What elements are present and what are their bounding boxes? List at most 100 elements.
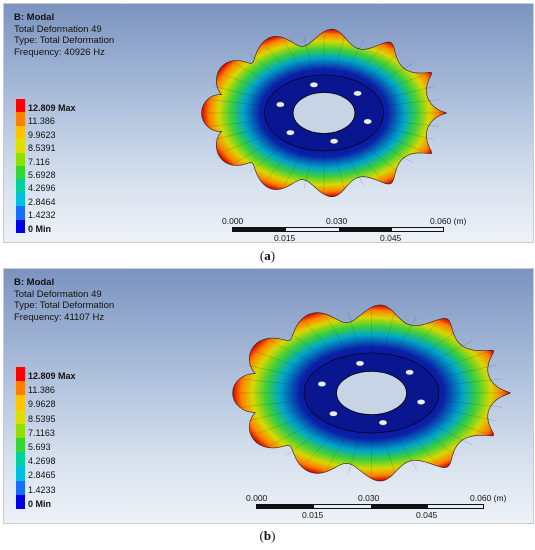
figure-caption-b: (b): [259, 528, 276, 543]
result-type: Type: Total Deformation: [14, 300, 115, 311]
result-info: B: Modal Total Deformation 49 Type: Tota…: [14, 12, 114, 58]
legend-label: 8.5391: [28, 143, 56, 154]
mesh-line: [380, 312, 395, 360]
mesh-line: [418, 409, 487, 434]
scale-segment: [371, 505, 428, 508]
mesh-line: [347, 140, 383, 181]
mesh-line: [389, 316, 417, 362]
deformed-mesh-model[interactable]: [224, 289, 519, 489]
scale-label: 0.015: [302, 510, 324, 520]
legend-label: 2.8464: [28, 196, 56, 207]
scale-segment: [233, 228, 286, 231]
result-info: B: Modal Total Deformation 49 Type: Tota…: [14, 277, 114, 323]
figure-caption-a: (a): [259, 248, 276, 263]
legend-swatch: [16, 381, 25, 396]
mesh-line: [413, 414, 473, 446]
legend-swatch: [16, 466, 25, 481]
bolt-hole: [329, 410, 338, 417]
mesh-line: [354, 137, 400, 173]
bolt-hole: [317, 381, 327, 387]
bolt-hole: [276, 101, 285, 108]
viewport-panel-a[interactable]: B: Modal Total Deformation 49 Type: Tota…: [3, 3, 534, 243]
legend-swatch: [16, 395, 25, 410]
legend-swatch: [16, 409, 25, 424]
legend-label: 9.9623: [28, 129, 56, 140]
legend-swatch: [16, 99, 25, 113]
result-frequency: Frequency: 40926 Hz: [14, 46, 105, 58]
legend-label: 12.809 Max: [28, 103, 76, 113]
mesh-line: [348, 426, 363, 474]
mesh-line: [286, 330, 337, 368]
bolt-hole: [405, 369, 414, 376]
legend-swatch: [16, 206, 25, 220]
mesh-line: [234, 63, 288, 93]
mesh-line: [354, 53, 400, 89]
bolt-hole: [363, 118, 372, 125]
scale-label: 0.045: [380, 233, 402, 243]
legend-label: 4.2696: [28, 183, 56, 194]
legend-swatch: [16, 179, 25, 193]
legend-label: 1.4233: [28, 484, 56, 495]
mesh-line: [340, 142, 365, 186]
legend-label: 4.2698: [28, 456, 56, 467]
scale-label: 0.030: [326, 216, 348, 226]
legend-label: 7.116: [28, 156, 50, 167]
mesh-line: [303, 36, 316, 82]
bolt-hole: [355, 360, 365, 367]
legend-swatch: [16, 139, 25, 153]
mesh-line: [406, 330, 457, 368]
legend-swatch: [16, 367, 25, 382]
legend-swatch: [16, 437, 25, 453]
mesh-line: [398, 421, 438, 464]
bolt-hole: [309, 82, 319, 88]
mesh-line: [283, 40, 308, 84]
legend-label: 7.1163: [28, 427, 55, 438]
mesh-line: [283, 142, 308, 186]
mesh-line: [265, 140, 301, 181]
mesh-line: [348, 312, 363, 360]
scale-label: 0.045: [416, 510, 438, 520]
mesh-line: [398, 322, 438, 365]
mesh-line: [270, 414, 330, 446]
result-name: Total Deformation 49: [14, 23, 102, 35]
legend-swatch: [16, 192, 25, 207]
scale-label: 0.015: [274, 233, 296, 243]
mesh-line: [365, 74, 426, 98]
result-type: Type: Total Deformation: [14, 35, 115, 46]
legend-label: 1.4232: [28, 210, 56, 221]
mesh-line: [326, 316, 354, 362]
legend-label: 0 Min: [28, 223, 52, 234]
bolt-hole: [378, 419, 388, 426]
legend-swatch: [16, 165, 25, 180]
mesh-line: [340, 40, 365, 84]
mesh-line: [360, 63, 414, 93]
mesh-line: [389, 424, 417, 470]
legend-swatch: [16, 480, 25, 495]
scale-bar: 0.000 0.030 0.060 (m) 0.015 0.045: [222, 216, 472, 243]
legend-label: 12.809 Max: [28, 371, 76, 381]
bolt-hole: [353, 90, 362, 97]
bolt-hole: [286, 129, 295, 136]
legend-swatch: [16, 494, 25, 509]
mesh-line: [222, 74, 283, 98]
scale-segment: [257, 505, 314, 508]
mesh-line: [347, 45, 383, 86]
mesh-line: [360, 133, 414, 163]
mesh-line: [256, 409, 325, 434]
legend-swatch: [16, 152, 25, 166]
legend-label: 11.386: [28, 385, 55, 396]
mesh-line: [326, 424, 354, 470]
mesh-line: [406, 418, 457, 456]
mesh-line: [265, 45, 301, 86]
analysis-title: B: Modal: [14, 12, 55, 23]
mesh-line: [303, 144, 316, 190]
mesh-line: [413, 340, 473, 372]
mesh-line: [380, 426, 395, 474]
scale-label: 0.030: [358, 493, 380, 503]
center-hole: [292, 92, 356, 134]
deformed-mesh-model[interactable]: [194, 14, 454, 204]
scale-bar: 0.000 0.030 0.060 (m) 0.015 0.045: [246, 493, 516, 520]
legend-label: 5.693: [28, 441, 51, 452]
viewport-panel-b[interactable]: B: Modal Total Deformation 49 Type: Tota…: [3, 268, 534, 524]
mesh-line: [248, 53, 294, 89]
